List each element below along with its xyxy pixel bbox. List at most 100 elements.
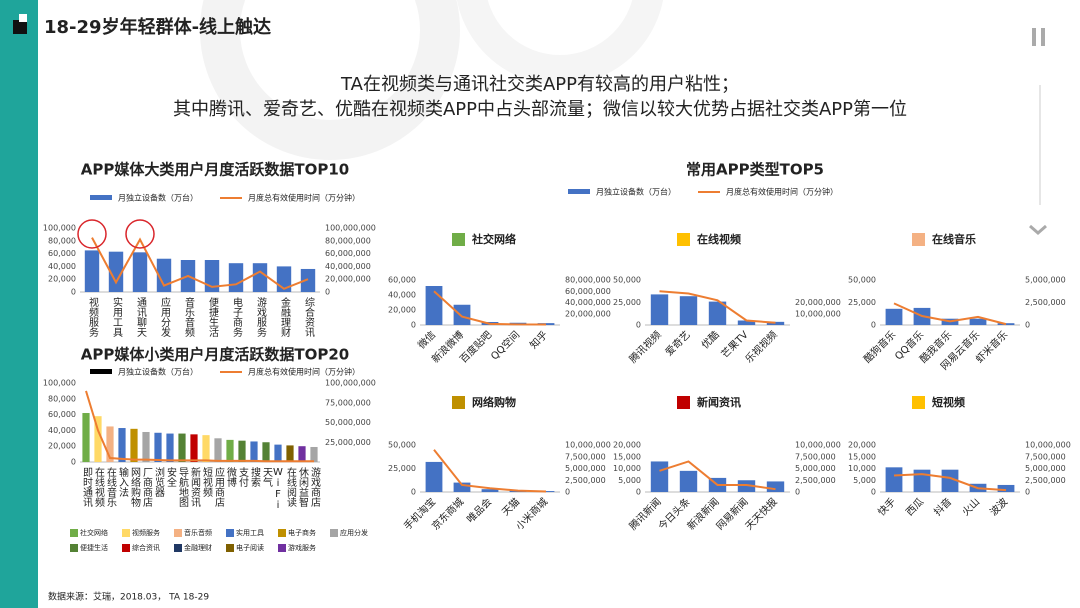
legend-label: 便捷生活	[80, 543, 108, 552]
next-arrow[interactable]	[1029, 224, 1047, 235]
decoration	[456, 0, 664, 85]
y-tick-label: 20,000	[48, 442, 76, 451]
legend-label: 社交网络	[80, 528, 108, 537]
source-note: 数据来源：艾瑞，2018.03， TA 18-29	[48, 591, 209, 603]
y2-tick-label: 7,500,000	[565, 452, 606, 461]
bar	[252, 263, 268, 292]
x-tick-label: 便捷生活	[207, 296, 219, 338]
y2-tick-label: 0	[795, 488, 800, 497]
y2-tick-label: 10,000,000	[795, 441, 841, 450]
legend-swatch	[226, 544, 234, 552]
legend-swatch	[90, 369, 112, 374]
x-tick-label: 游戏商店	[309, 466, 321, 508]
x-tick-label: 通讯聊天	[135, 297, 147, 338]
legend-label: 视频服务	[132, 528, 160, 537]
y-tick-label: 20,000	[388, 306, 416, 315]
y2-tick-label: 20,000,000	[795, 298, 841, 307]
y-tick-label: 40,000	[48, 262, 76, 271]
legend-swatch	[174, 544, 182, 552]
panel-icon	[912, 233, 925, 246]
x-tick-label: 视频服务	[87, 296, 99, 338]
line	[893, 473, 1007, 492]
panel-title: 新闻资讯	[697, 395, 741, 409]
x-tick-label: 微信	[415, 328, 438, 351]
bar	[679, 470, 698, 492]
y-tick-label: 5,000	[853, 476, 876, 485]
bar	[453, 304, 471, 325]
y-tick-label: 50,000	[613, 276, 641, 285]
x-tick-label: 在线阅读	[285, 467, 297, 508]
x-tick-label: 天天快报	[742, 495, 779, 532]
y-tick-label: 0	[636, 488, 641, 497]
y2-tick-label: 5,000,000	[565, 464, 606, 473]
y-tick-label: 100,000	[43, 379, 76, 388]
legend-swatch	[226, 529, 234, 537]
y2-tick-label: 2,500,000	[565, 476, 606, 485]
y2-tick-label: 40,000,000	[565, 298, 611, 307]
highlight-circle	[125, 219, 155, 249]
y2-tick-label: 7,500,000	[1025, 452, 1066, 461]
pause-icon[interactable]	[1032, 28, 1036, 46]
bar	[204, 260, 220, 292]
panel-title: 在线音乐	[932, 232, 976, 246]
y2-tick-label: 25,000,000	[325, 438, 371, 447]
legend-swatch	[278, 544, 286, 552]
x-tick-label: 浏览器	[153, 466, 165, 498]
side-stripe	[0, 0, 38, 608]
page-title: 18-29岁年轻群体-线上触达	[44, 16, 271, 38]
y2-tick-label: 0	[1025, 488, 1030, 497]
bar	[238, 440, 246, 462]
line	[433, 449, 547, 493]
line	[433, 290, 546, 326]
bar	[650, 461, 669, 492]
y2-tick-label: 0	[325, 288, 330, 297]
x-tick-label: 应用分发	[159, 296, 171, 338]
x-tick-label: 唯品会	[464, 495, 494, 525]
bar	[885, 308, 903, 325]
y-tick-label: 20,000	[613, 441, 641, 450]
bar	[913, 469, 931, 492]
legend-label: 月度总有效使用时间（万分钟）	[726, 187, 838, 197]
y2-tick-label: 2,500,000	[1025, 298, 1066, 307]
bar	[737, 480, 756, 492]
legend-swatch	[122, 529, 130, 537]
x-tick-label: 实用工具	[111, 296, 123, 338]
decoration	[200, 0, 460, 160]
y-tick-label: 0	[636, 321, 641, 330]
y-tick-label: 60,000	[48, 410, 76, 419]
y2-tick-label: 0	[1025, 321, 1030, 330]
x-tick-label: 知乎	[527, 328, 550, 351]
legend-swatch	[174, 529, 182, 537]
bar	[708, 301, 727, 325]
line	[893, 302, 1007, 326]
y2-tick-label: 100,000,000	[325, 224, 376, 233]
subtitle: 其中腾讯、爱奇艺、优酷在视频类APP中占头部流量；微信以较大优势占据社交类APP…	[173, 99, 907, 120]
legend-label: 游戏服务	[288, 543, 316, 552]
chart-title: APP媒体小类用户月度活跃数据TOP20	[81, 346, 349, 364]
bar	[766, 481, 785, 492]
bar	[202, 435, 210, 462]
legend-label: 金融理财	[184, 543, 212, 552]
x-tick-label: 应用商店	[213, 466, 225, 508]
y-tick-label: 0	[411, 488, 416, 497]
title-icon	[13, 20, 27, 34]
legend-label: 综合资讯	[132, 543, 160, 552]
y2-tick-label: 80,000,000	[565, 276, 611, 285]
panel-icon	[452, 233, 465, 246]
pause-icon[interactable]	[1041, 28, 1045, 46]
bar	[481, 489, 499, 492]
y-tick-label: 10,000	[613, 464, 641, 473]
bar	[650, 294, 669, 325]
bar	[298, 446, 306, 462]
x-tick-label: 酷狗音乐	[861, 328, 898, 365]
y-tick-label: 0	[871, 321, 876, 330]
y-tick-label: 15,000	[848, 452, 876, 461]
x-tick-label: 金融理财	[279, 296, 291, 338]
x-tick-label: 安全	[165, 466, 177, 487]
legend-label: 应用分发	[340, 528, 368, 537]
y-tick-label: 5,000	[618, 476, 641, 485]
x-tick-label: 火山	[960, 496, 983, 519]
legend-label: 电子阅读	[236, 543, 264, 552]
legend-label: 音乐音频	[184, 528, 212, 537]
bar	[969, 318, 987, 325]
